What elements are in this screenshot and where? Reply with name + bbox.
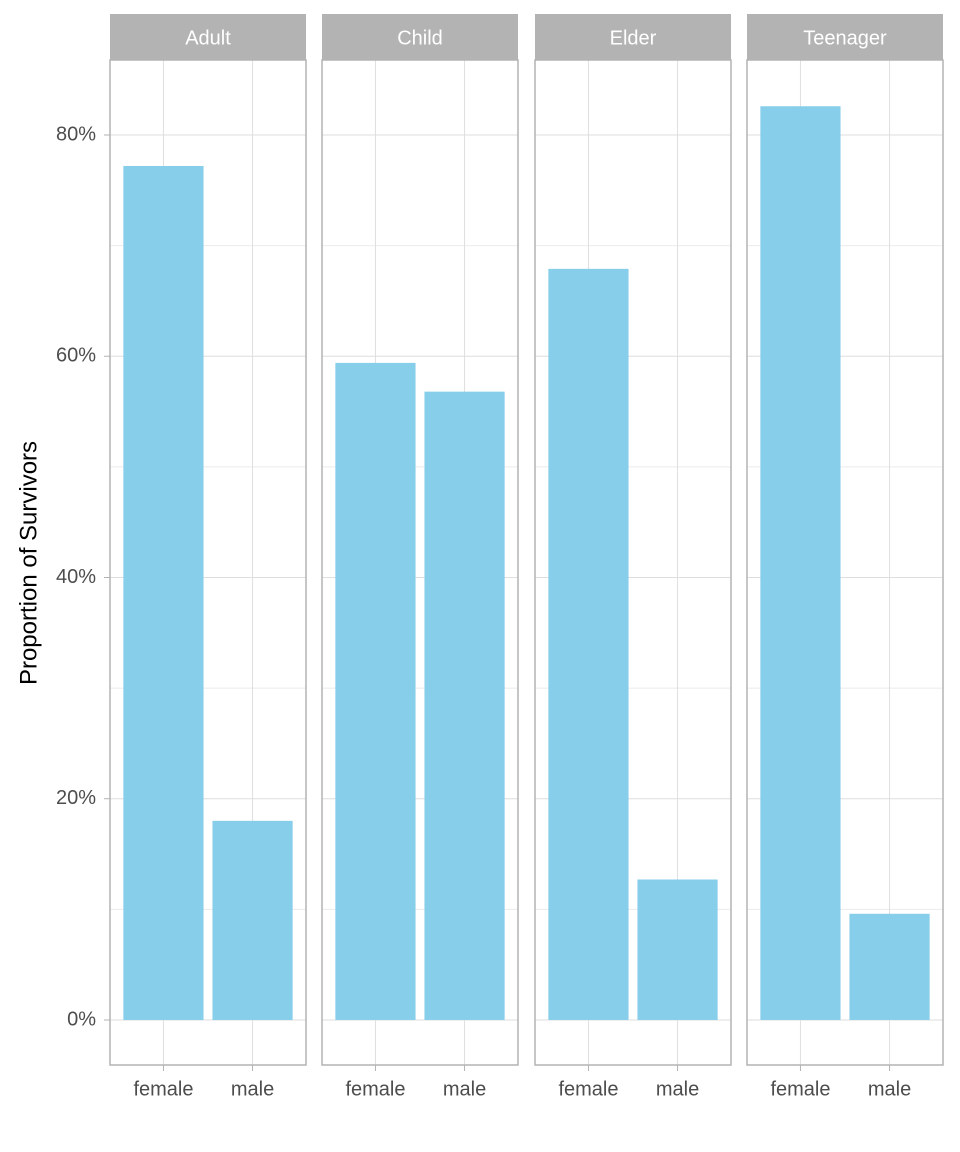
panel-border (321, 59, 519, 1066)
x-tick-label: female (345, 1078, 405, 1100)
y-tick-label: 40% (56, 566, 96, 588)
facet-title: Child (397, 27, 443, 49)
y-tick-label: 80% (56, 123, 96, 145)
x-tick-label: male (231, 1078, 274, 1100)
bar (123, 165, 204, 1020)
panel-border (534, 59, 732, 1066)
x-tick-label: female (770, 1078, 830, 1100)
y-tick-label: 0% (67, 1008, 96, 1030)
bar (637, 879, 718, 1020)
bar (335, 362, 416, 1020)
strip (747, 14, 943, 60)
panel-border (746, 59, 944, 1066)
x-tick-label: male (656, 1078, 699, 1100)
panel-border (109, 59, 307, 1066)
x-tick-label: male (868, 1078, 911, 1100)
bar (760, 106, 841, 1020)
strip (322, 14, 518, 60)
strip (110, 14, 306, 60)
x-tick-label: female (558, 1078, 618, 1100)
y-tick-label: 20% (56, 787, 96, 809)
facet-title: Elder (610, 27, 657, 49)
bar (424, 391, 505, 1020)
facet-title: Adult (185, 27, 231, 49)
bar (849, 913, 930, 1020)
bar (548, 268, 629, 1020)
facet-title: Teenager (803, 27, 887, 49)
y-tick-label: 60% (56, 345, 96, 367)
x-tick-label: female (133, 1078, 193, 1100)
strip (535, 14, 731, 60)
bar (212, 820, 293, 1020)
y-axis-title: Proportion of Survivors (15, 441, 42, 685)
x-tick-label: male (443, 1078, 486, 1100)
